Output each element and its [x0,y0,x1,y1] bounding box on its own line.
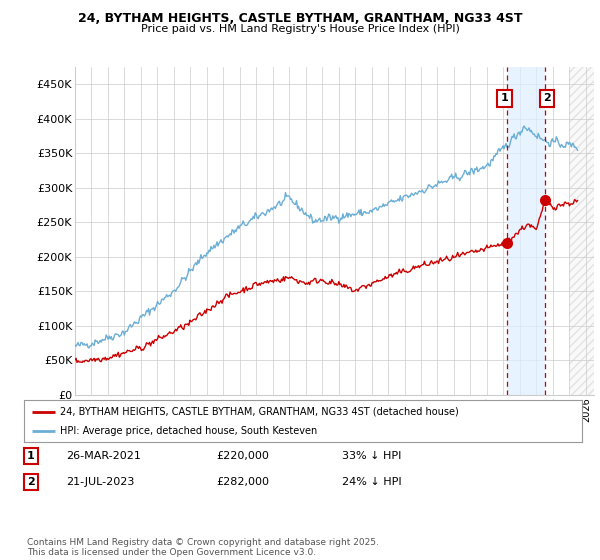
Text: £282,000: £282,000 [216,477,269,487]
Text: 1: 1 [501,93,509,103]
Text: £220,000: £220,000 [216,451,269,461]
Text: HPI: Average price, detached house, South Kesteven: HPI: Average price, detached house, Sout… [60,426,317,436]
Bar [569,67,594,395]
Text: 2: 2 [543,93,551,103]
Text: 21-JUL-2023: 21-JUL-2023 [66,477,134,487]
Text: Contains HM Land Registry data © Crown copyright and database right 2025.
This d: Contains HM Land Registry data © Crown c… [27,538,379,557]
Text: Price paid vs. HM Land Registry's House Price Index (HPI): Price paid vs. HM Land Registry's House … [140,24,460,34]
Bar [507,67,545,395]
Text: 26-MAR-2021: 26-MAR-2021 [66,451,141,461]
Text: 24, BYTHAM HEIGHTS, CASTLE BYTHAM, GRANTHAM, NG33 4ST (detached house): 24, BYTHAM HEIGHTS, CASTLE BYTHAM, GRANT… [60,407,459,417]
Text: 33% ↓ HPI: 33% ↓ HPI [342,451,401,461]
Text: 1: 1 [27,451,35,461]
Text: 24, BYTHAM HEIGHTS, CASTLE BYTHAM, GRANTHAM, NG33 4ST: 24, BYTHAM HEIGHTS, CASTLE BYTHAM, GRANT… [78,12,522,25]
Bar [569,67,594,395]
Text: 24% ↓ HPI: 24% ↓ HPI [342,477,401,487]
Text: 2: 2 [27,477,35,487]
